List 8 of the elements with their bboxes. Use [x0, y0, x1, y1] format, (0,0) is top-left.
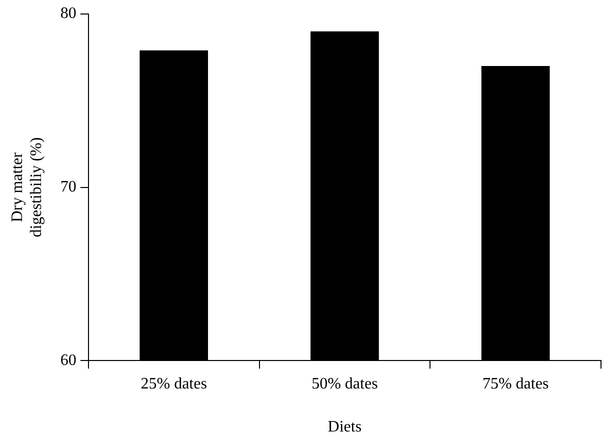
y-axis-title: Dry matter digestibiliy (%): [8, 137, 46, 238]
x-tick-label: 75% dates: [482, 375, 549, 392]
x-tick-label: 50% dates: [312, 375, 378, 392]
x-axis-title: Diets: [328, 418, 362, 436]
y-tick-label: 70: [60, 178, 76, 196]
y-tick-label: 80: [60, 5, 76, 22]
y-tick-label: 60: [60, 352, 76, 369]
x-tick-label: 25% dates: [140, 375, 207, 392]
